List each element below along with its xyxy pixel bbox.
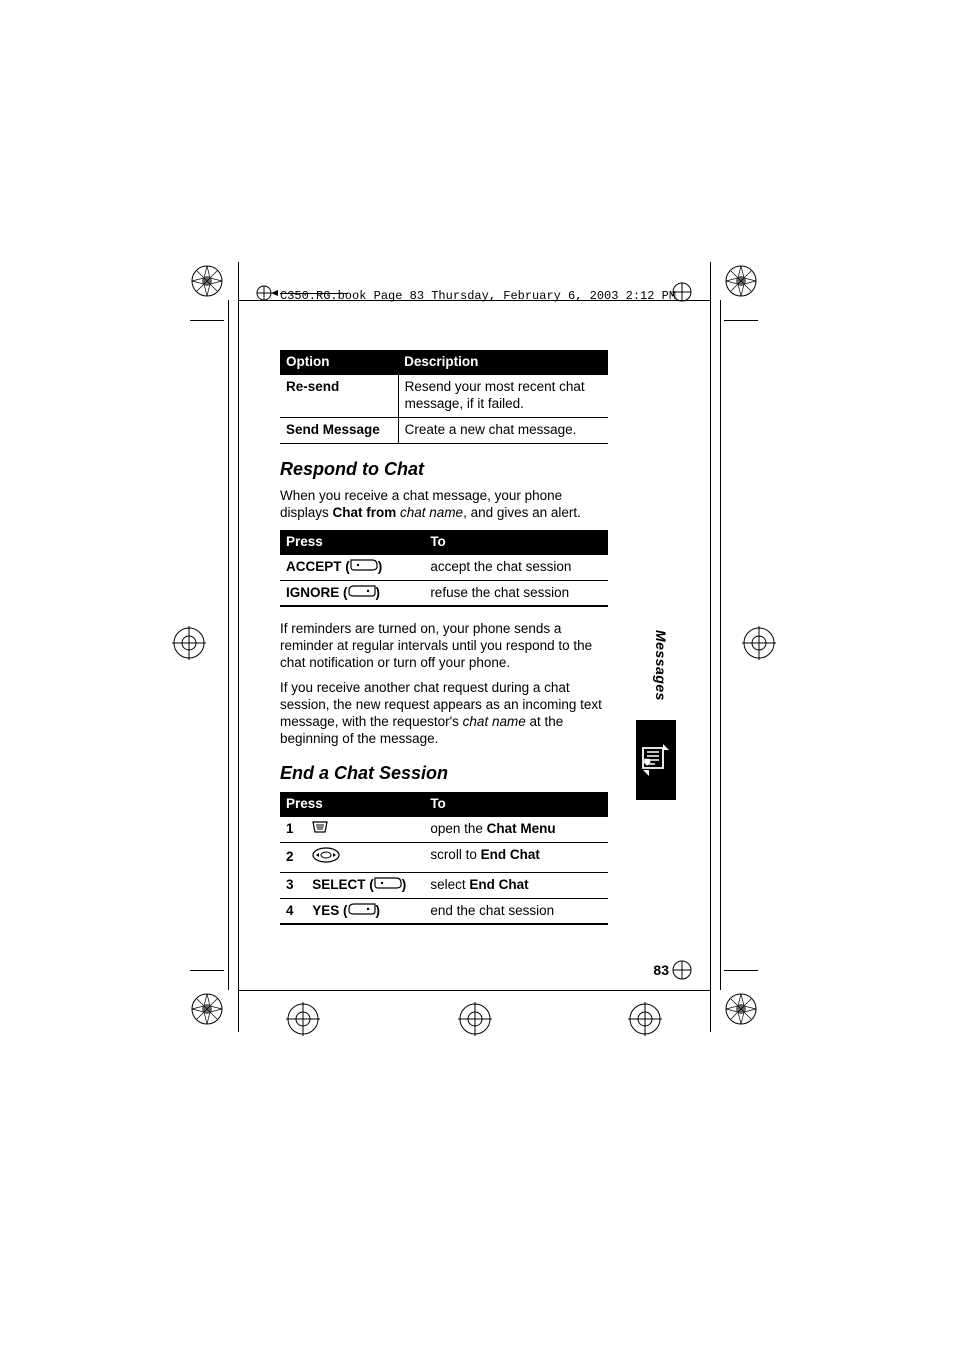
- left-softkey-icon-2: [348, 903, 376, 920]
- step-4-key: YES (): [306, 898, 424, 924]
- step-2-action: scroll to End Chat: [424, 842, 608, 872]
- select-label: SELECT: [312, 877, 365, 892]
- menu-key-icon: [312, 821, 328, 838]
- option-send-message: Send Message: [280, 417, 398, 443]
- s1a: open the: [430, 821, 486, 836]
- crop-compass-bl: [190, 992, 224, 1026]
- option-send-message-desc: Create a new chat message.: [398, 417, 608, 443]
- respond-header-press: Press: [280, 530, 424, 555]
- page-number: 83: [653, 962, 669, 978]
- heading-respond: Respond to Chat: [280, 458, 608, 481]
- reg-left: [172, 626, 206, 660]
- step-1-key: [306, 817, 424, 842]
- para-another-request: If you receive another chat request duri…: [280, 680, 608, 748]
- reg-arrow-tl: [256, 285, 278, 306]
- key-ignore: IGNORE (): [280, 580, 424, 606]
- yes-label: YES: [312, 903, 339, 918]
- crop-compass-br: [724, 992, 758, 1026]
- t3: chat name: [396, 505, 463, 520]
- para-reminders: If reminders are turned on, your phone s…: [280, 621, 608, 672]
- step-2-key: [306, 842, 424, 872]
- key-accept: ACCEPT (): [280, 555, 424, 580]
- thumb-tab: [636, 720, 676, 800]
- option-resend-desc: Resend your most recent chat message, if…: [398, 375, 608, 417]
- respond-header-to: To: [424, 530, 608, 555]
- frame-right-inner: [720, 300, 721, 990]
- options-table: Option Description Re-send Resend your m…: [280, 350, 608, 444]
- para-respond-intro: When you receive a chat message, your ph…: [280, 488, 608, 522]
- step-1-num: 1: [280, 817, 306, 842]
- option-resend: Re-send: [280, 375, 398, 417]
- page-content: Option Description Re-send Resend your m…: [280, 350, 608, 925]
- p3i: chat name: [463, 714, 526, 729]
- s3a: select: [430, 877, 469, 892]
- t4: , and gives an alert.: [463, 505, 581, 520]
- tick-2: [724, 320, 758, 321]
- step-3-num: 3: [280, 872, 306, 898]
- crop-compass-tr: [724, 264, 758, 298]
- end-header-press: Press: [280, 792, 424, 817]
- end-chat-table: Press To 1 open the Chat Menu 2 scroll t…: [280, 792, 608, 925]
- t2: Chat from: [333, 505, 397, 520]
- left-softkey-icon: [348, 585, 376, 602]
- s2b: End Chat: [481, 847, 540, 862]
- ignore-label: IGNORE: [286, 585, 339, 600]
- respond-table: Press To ACCEPT () accept the chat sessi…: [280, 530, 608, 608]
- header-text: C350.RG.book Page 83 Thursday, February …: [280, 289, 676, 303]
- reg-bottom-2: [286, 1002, 320, 1036]
- options-header-desc: Description: [398, 350, 608, 375]
- right-softkey-icon-2: [374, 877, 402, 894]
- end-header-to: To: [424, 792, 608, 817]
- nav-key-icon: [312, 847, 340, 868]
- step-1-action: open the Chat Menu: [424, 817, 608, 842]
- frame-left-outer: [238, 262, 239, 1032]
- options-header-option: Option: [280, 350, 398, 375]
- frame-bottom: [238, 990, 710, 991]
- action-accept: accept the chat session: [424, 555, 608, 580]
- s1b: Chat Menu: [487, 821, 556, 836]
- reg-arrow-br: [672, 960, 692, 985]
- tick-3: [190, 970, 224, 971]
- action-ignore: refuse the chat session: [424, 580, 608, 606]
- frame-left-inner: [228, 300, 229, 990]
- right-softkey-icon: [350, 559, 378, 576]
- step-2-num: 2: [280, 842, 306, 872]
- s3b: End Chat: [469, 877, 528, 892]
- side-tab-label: Messages: [653, 630, 669, 701]
- step-4-num: 4: [280, 898, 306, 924]
- s2a: scroll to: [430, 847, 480, 862]
- heading-end-chat: End a Chat Session: [280, 762, 608, 785]
- accept-label: ACCEPT: [286, 559, 342, 574]
- frame-right-outer: [710, 262, 711, 1032]
- tick-1: [190, 320, 224, 321]
- reg-right: [742, 626, 776, 660]
- step-3-key: SELECT (): [306, 872, 424, 898]
- reg-bottom: [458, 1002, 492, 1036]
- tick-4: [724, 970, 758, 971]
- reg-bottom-3: [628, 1002, 662, 1036]
- step-3-action: select End Chat: [424, 872, 608, 898]
- crop-compass-tl: [190, 264, 224, 298]
- step-4-action: end the chat session: [424, 898, 608, 924]
